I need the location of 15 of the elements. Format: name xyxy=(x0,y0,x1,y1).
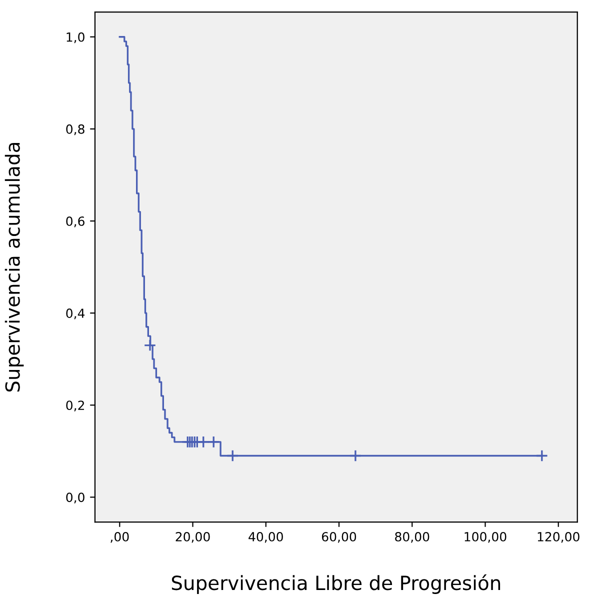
y-tick-label: 0,2 xyxy=(66,400,84,412)
x-tick-label: 120,00 xyxy=(538,532,580,543)
x-tick-label: 40,00 xyxy=(248,532,283,543)
y-tick-label: 0,6 xyxy=(66,216,84,228)
x-tick-label: 100,00 xyxy=(464,532,506,543)
x-axis-title: Supervivencia Libre de Progresión xyxy=(172,574,500,594)
x-tick-label: 80,00 xyxy=(395,532,430,543)
y-tick-label: 0,8 xyxy=(66,124,84,136)
x-tick-label: 20,00 xyxy=(176,532,210,543)
x-tick-label: ,00 xyxy=(110,532,129,543)
y-tick-label: 1,0 xyxy=(66,32,84,44)
y-tick-label: 0,0 xyxy=(66,492,84,504)
y-tick-label: 0,4 xyxy=(66,308,85,320)
y-axis-title: Supervivencia acumulada xyxy=(4,142,24,392)
x-tick-label: 60,00 xyxy=(322,532,356,543)
